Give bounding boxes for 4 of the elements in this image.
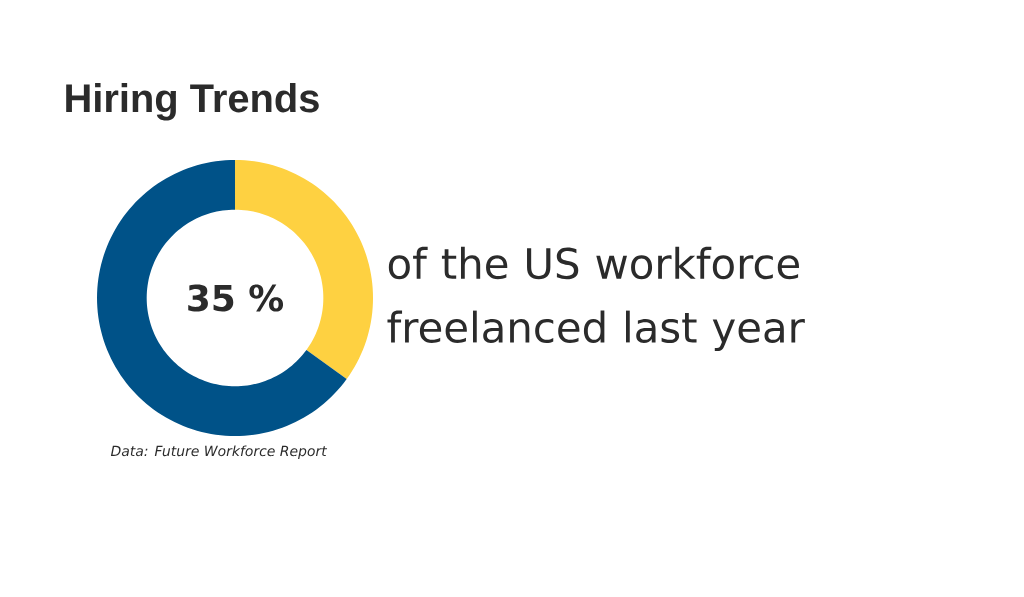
chart-title: Hiring Trends — [66, 83, 319, 121]
text: of the US workforce freelanced last year — [387, 246, 805, 352]
text: 35 % — [188, 284, 284, 312]
text: Data: Future Workforce Report — [110, 445, 328, 459]
